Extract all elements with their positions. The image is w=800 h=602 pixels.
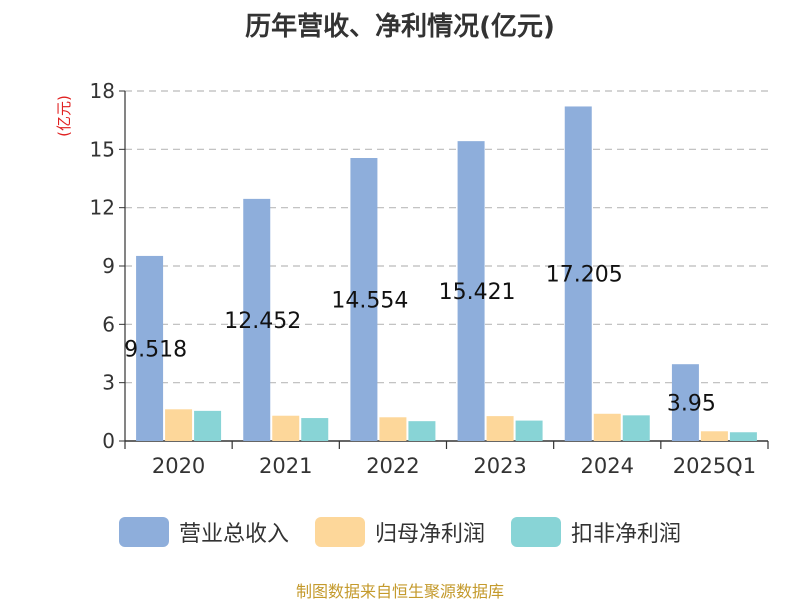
legend-item[interactable]: 扣非净利润	[511, 516, 681, 548]
bar	[379, 417, 407, 441]
bar	[671, 364, 699, 441]
bar	[136, 255, 164, 441]
bar	[457, 141, 485, 441]
bar	[272, 415, 300, 441]
x-tick-label: 2025Q1	[673, 454, 756, 478]
y-tick-label: 15	[90, 137, 115, 161]
legend-item[interactable]: 归母净利润	[314, 516, 485, 548]
data-label: 15.421	[439, 280, 516, 305]
legend-swatch	[118, 517, 169, 547]
chart-title: 历年营收、净利情况(亿元)	[245, 12, 555, 42]
y-axis-label: (亿元)	[55, 95, 73, 137]
bar	[564, 106, 592, 441]
bar	[622, 415, 650, 441]
bar	[593, 413, 621, 441]
bar	[700, 431, 728, 441]
legend-item[interactable]: 营业总收入	[118, 516, 289, 548]
bar	[165, 409, 193, 441]
y-tick-label: 12	[90, 196, 115, 220]
x-tick-label: 2023	[473, 454, 526, 478]
bar	[408, 421, 436, 441]
y-tick-label: 18	[90, 79, 115, 103]
source-note: 制图数据来自恒生聚源数据库	[295, 582, 504, 601]
bar	[486, 416, 514, 441]
data-label: 9.518	[124, 337, 187, 362]
bar	[515, 420, 543, 441]
bar	[301, 418, 329, 441]
data-label: 17.205	[546, 263, 623, 288]
data-label: 12.452	[224, 309, 301, 334]
legend-label: 归母净利润	[374, 522, 485, 547]
data-label: 3.95	[667, 392, 716, 417]
legend-swatch	[314, 517, 365, 547]
data-label: 14.554	[331, 289, 408, 314]
bar-chart: 0 3 6 9 12 15 18 (亿元) 2020 2021 2022 2023 2024 2025Q1…	[55, 79, 769, 478]
legend-label: 营业总收入	[178, 522, 289, 547]
legend: 营业总收入 归母净利润 扣非净利润	[0, 516, 800, 548]
x-tick-label: 2024	[581, 454, 634, 478]
bar	[243, 198, 271, 441]
y-tick-label: 9	[102, 254, 115, 278]
x-tick-label: 2020	[152, 454, 205, 478]
bar	[729, 432, 757, 441]
x-tick-label: 2021	[259, 454, 312, 478]
y-tick-label: 0	[102, 429, 115, 453]
legend-label: 扣非净利润	[571, 522, 682, 547]
bar	[194, 410, 222, 441]
y-tick-label: 3	[102, 371, 115, 395]
x-tick-label: 2022	[366, 454, 419, 478]
legend-swatch	[511, 517, 561, 547]
y-tick-label: 6	[102, 312, 115, 336]
bar	[350, 158, 378, 441]
